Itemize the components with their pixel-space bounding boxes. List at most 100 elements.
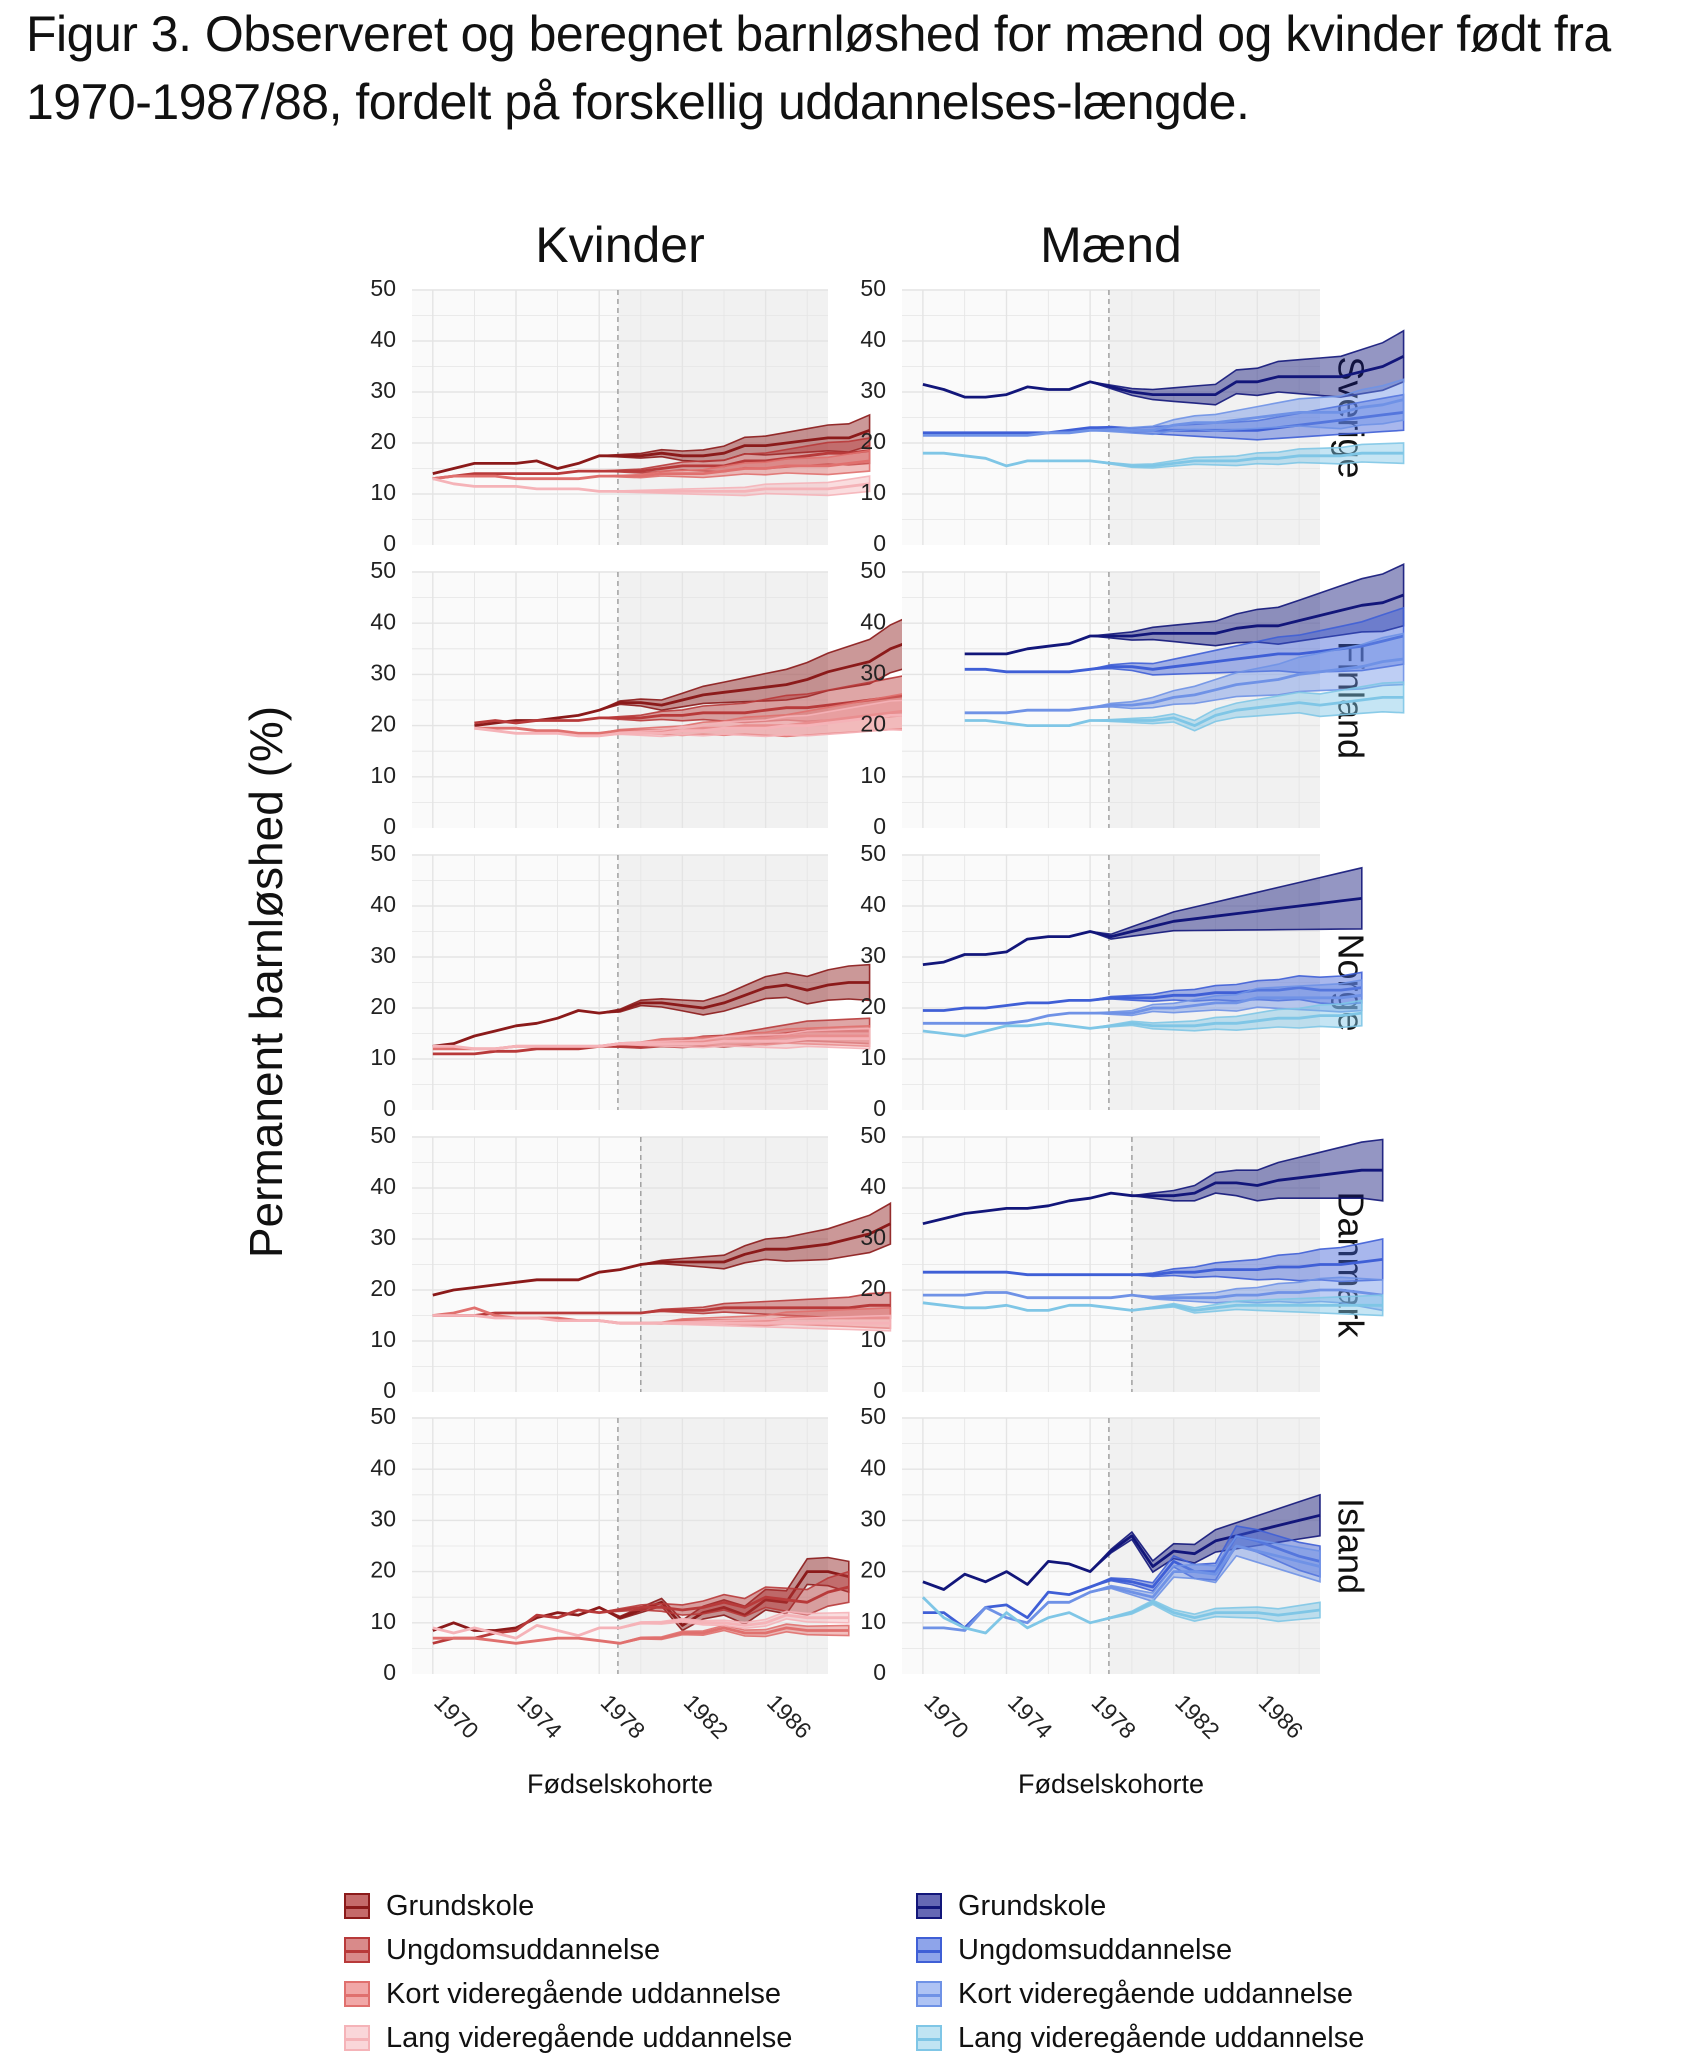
- y-tick-label-kvinder-finland: 30: [370, 659, 396, 685]
- series-line-kvinder-sverige-grundskole: [432, 428, 871, 475]
- y-tick-label-kvinder-danmark: 50: [370, 1122, 396, 1148]
- series-line-maend-sverige-ungdomsuddannelse: [922, 411, 1404, 435]
- y-tick-label-kvinder-finland: 40: [370, 608, 396, 634]
- y-tick-label-maend-sverige: 0: [873, 530, 886, 556]
- y-tick-label-kvinder-island: 50: [370, 1403, 396, 1429]
- x-tick-label-maend: 1978: [1087, 1689, 1142, 1744]
- y-tick-label-maend-island: 30: [860, 1505, 886, 1531]
- figure-title: Figur 3. Observeret og beregnet barnløsh…: [26, 6, 1611, 130]
- y-tick-label-maend-finland: 10: [860, 762, 886, 788]
- y-tick-label-maend-island: 10: [860, 1608, 886, 1634]
- series-line-maend-danmark-ungdomsuddannelse: [922, 1258, 1383, 1277]
- x-tick-label-kvinder: 1978: [596, 1689, 651, 1744]
- y-axis-title: Permanent barnløshed (%): [240, 706, 292, 1258]
- y-tick-label-kvinder-sverige: 10: [370, 479, 396, 505]
- y-tick-label-kvinder-danmark: 10: [370, 1326, 396, 1352]
- x-tick-label-kvinder: 1974: [512, 1689, 567, 1744]
- y-tick-label-kvinder-sverige: 30: [370, 377, 396, 403]
- y-tick-label-kvinder-sverige: 20: [370, 428, 396, 454]
- x-axis-title-maend: Fødselskohorte: [1018, 1769, 1204, 1799]
- series-line-kvinder-sverige-lang-videregående-uddannelse: [432, 477, 870, 493]
- y-tick-label-kvinder-danmark: 30: [370, 1224, 396, 1250]
- y-tick-label-kvinder-finland: 50: [370, 557, 396, 583]
- series-line-kvinder-sverige-kort-videregående-uddannelse: [432, 459, 870, 481]
- y-tick-label-kvinder-finland: 10: [370, 762, 396, 788]
- series-line-kvinder-island-ungdomsuddannelse: [432, 1585, 850, 1645]
- y-tick-label-maend-finland: 0: [873, 813, 886, 839]
- y-tick-label-maend-sverige: 30: [860, 377, 886, 403]
- y-tick-label-maend-norge: 50: [860, 840, 886, 866]
- y-tick-label-maend-norge: 0: [873, 1095, 886, 1121]
- y-tick-label-maend-danmark: 40: [860, 1173, 886, 1199]
- series-line-maend-danmark-grundskole: [922, 1168, 1383, 1226]
- y-tick-label-maend-danmark: 0: [873, 1377, 886, 1403]
- series-line-maend-danmark-kort-videregående-uddannelse: [922, 1288, 1383, 1300]
- x-tick-label-maend: 1974: [1003, 1689, 1058, 1744]
- x-tick-label-maend: 1970: [919, 1689, 974, 1744]
- facet-column-header-maend: Mænd: [1040, 217, 1182, 273]
- y-tick-label-kvinder-island: 40: [370, 1454, 396, 1480]
- series-line-kvinder-sverige-ungdomsuddannelse: [432, 449, 870, 481]
- y-tick-label-kvinder-norge: 20: [370, 993, 396, 1019]
- y-tick-label-kvinder-finland: 20: [370, 711, 396, 737]
- y-tick-label-kvinder-norge: 30: [370, 942, 396, 968]
- y-tick-label-kvinder-norge: 50: [370, 840, 396, 866]
- y-tick-label-maend-danmark: 20: [860, 1275, 886, 1301]
- x-tick-label-maend: 1982: [1170, 1689, 1225, 1744]
- series-line-maend-island-grundskole: [922, 1513, 1321, 1591]
- y-tick-label-kvinder-norge: 0: [383, 1095, 396, 1121]
- x-tick-label-kvinder: 1986: [762, 1689, 817, 1744]
- series-line-kvinder-danmark-ungdomsuddannelse: [432, 1303, 891, 1317]
- series-line-kvinder-island-lang-videregående-uddannelse: [432, 1613, 849, 1640]
- y-tick-label-maend-finland: 40: [860, 608, 886, 634]
- series-line-kvinder-danmark-grundskole: [432, 1222, 892, 1297]
- series-line-maend-norge-ungdomsuddannelse: [922, 986, 1362, 1012]
- series-line-maend-sverige-lang-videregående-uddannelse: [922, 451, 1404, 468]
- y-tick-label-maend-sverige: 50: [860, 275, 886, 301]
- x-tick-label-kvinder: 1982: [679, 1689, 734, 1744]
- y-tick-label-kvinder-sverige: 40: [370, 326, 396, 352]
- series-line-maend-finland-ungdomsuddannelse: [964, 634, 1404, 674]
- y-tick-label-maend-sverige: 20: [860, 428, 886, 454]
- series-line-maend-norge-kort-videregående-uddannelse: [922, 993, 1362, 1025]
- y-tick-label-maend-sverige: 40: [860, 326, 886, 352]
- series-line-maend-sverige-grundskole: [922, 355, 1405, 399]
- series-line-maend-island-lang-videregående-uddannelse: [921, 1596, 1321, 1635]
- series-line-kvinder-finland-ungdomsuddannelse: [474, 693, 912, 725]
- series-line-maend-finland-lang-videregående-uddannelse: [964, 696, 1404, 727]
- series-line-maend-finland-kort-videregående-uddannelse: [964, 657, 1404, 715]
- y-tick-label-maend-finland: 30: [860, 659, 886, 685]
- series-line-maend-sverige-kort-videregående-uddannelse: [922, 398, 1404, 437]
- series-line-maend-danmark-lang-videregående-uddannelse: [922, 1301, 1383, 1312]
- series-line-kvinder-norge-lang-videregående-uddannelse: [432, 1037, 870, 1051]
- y-tick-label-kvinder-island: 10: [370, 1608, 396, 1634]
- x-axis-title-kvinder: Fødselskohorte: [527, 1769, 713, 1799]
- y-tick-label-maend-island: 50: [860, 1403, 886, 1429]
- y-tick-label-maend-finland: 20: [860, 711, 886, 737]
- series-line-kvinder-norge-grundskole: [432, 981, 870, 1048]
- y-tick-label-maend-island: 0: [873, 1659, 886, 1685]
- y-tick-label-kvinder-sverige: 50: [370, 275, 396, 301]
- series-line-maend-finland-grundskole: [964, 593, 1405, 656]
- series-line-kvinder-finland-lang-videregående-uddannelse: [474, 714, 912, 738]
- y-tick-label-kvinder-norge: 10: [370, 1044, 396, 1070]
- y-tick-label-maend-norge: 30: [860, 942, 886, 968]
- y-tick-label-kvinder-danmark: 0: [383, 1377, 396, 1403]
- y-tick-label-kvinder-island: 20: [370, 1557, 396, 1583]
- facet-column-header-kvinder: Kvinder: [535, 217, 705, 273]
- y-tick-label-maend-island: 40: [860, 1454, 886, 1480]
- y-tick-label-kvinder-norge: 40: [370, 891, 396, 917]
- series-line-maend-norge-grundskole: [922, 897, 1362, 966]
- y-tick-label-maend-danmark: 50: [860, 1122, 886, 1148]
- uncertainty-band-kvinder-sverige-2: [599, 449, 871, 479]
- y-tick-label-kvinder-island: 0: [383, 1659, 396, 1685]
- series-line-maend-island-kort-videregående-uddannelse: [922, 1544, 1321, 1632]
- facet-row-label-island: Island: [1330, 1498, 1371, 1594]
- y-tick-label-maend-sverige: 10: [860, 479, 886, 505]
- y-tick-label-kvinder-danmark: 20: [370, 1275, 396, 1301]
- y-tick-label-maend-norge: 10: [860, 1044, 886, 1070]
- y-tick-label-kvinder-island: 30: [370, 1505, 396, 1531]
- series-line-maend-norge-lang-videregående-uddannelse: [922, 1011, 1362, 1038]
- y-tick-label-kvinder-danmark: 40: [370, 1173, 396, 1199]
